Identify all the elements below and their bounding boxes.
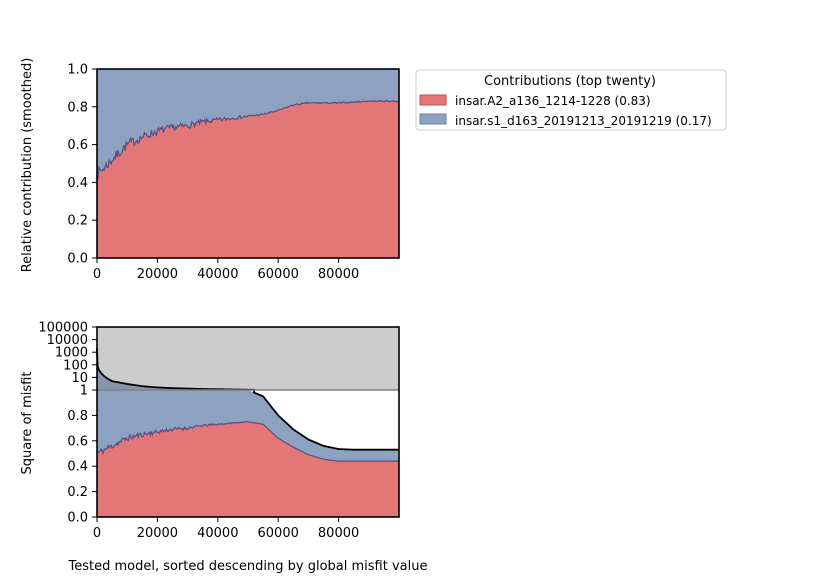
misfit-log-area xyxy=(97,348,255,390)
bottom-ytick-linear-label: 0.2 xyxy=(67,485,88,500)
bottom-ytick-linear-label: 0.6 xyxy=(67,434,88,449)
misfit-series-boundary xyxy=(96,421,399,462)
bottom-axes-frame xyxy=(96,326,400,518)
bottom-ytick-log-label: 10 xyxy=(71,371,88,386)
bottom-ytick-log-label: 1 xyxy=(80,384,88,399)
top-axes: 0 20000 40000 60000 80000 0.0 0.2 0.4 0.6 0.8 1.0 xyxy=(67,63,400,282)
top-ytick-label: 0.4 xyxy=(67,176,88,191)
bottom-xtick-label: 60000 xyxy=(258,526,299,541)
area-series-1 xyxy=(97,100,399,258)
bottom-xtick-label: 0 xyxy=(93,526,101,541)
bottom-xlabel: Tested model, sorted descending by globa… xyxy=(67,559,427,574)
bottom-ytick-linear-label: 0.8 xyxy=(67,409,88,424)
legend-item-series-1: insar.A2_a136_1214-1228 (0.83) xyxy=(455,94,651,108)
bottom-ytick-log-label: 10000 xyxy=(47,333,88,348)
legend-title: Contributions (top twenty) xyxy=(484,74,656,89)
top-xtick-label: 60000 xyxy=(258,267,299,282)
legend: Contributions (top twenty) insar.A2_a136… xyxy=(415,69,727,131)
top-ytick-label: 0.2 xyxy=(67,214,88,229)
top-xtick-label: 80000 xyxy=(318,267,359,282)
misfit-area-series-1 xyxy=(97,421,399,517)
top-ytick-label: 0.8 xyxy=(67,100,88,115)
legend-swatch-series-2 xyxy=(419,113,447,125)
bottom-ytick-log-label: 100 xyxy=(63,358,88,373)
top-plot-area xyxy=(96,69,400,258)
bottom-xtick-label: 20000 xyxy=(137,526,178,541)
bottom-plot-area xyxy=(96,327,399,517)
bottom-ylabel: Square of misfit xyxy=(20,372,35,475)
bottom-ytick-linear-label: 0.0 xyxy=(67,511,88,526)
bottom-ytick-log-label: 100000 xyxy=(38,321,88,336)
legend-item-series-2: insar.s1_d163_20191213_20191219 (0.17) xyxy=(455,114,712,128)
bottom-xtick-label: 40000 xyxy=(197,526,238,541)
top-ylabel: Relative contribution (smoothed) xyxy=(20,58,35,273)
top-axes-frame xyxy=(96,68,400,259)
top-xtick-label: 40000 xyxy=(197,267,238,282)
top-panel: 0 20000 40000 60000 800000.00.20.40.60.81.0 … xyxy=(20,58,400,282)
top-xtick-label: 0 xyxy=(93,267,101,282)
bottom-panel: 0 20000 40000 60000 80000 1101001000100001000… xyxy=(20,321,428,575)
legend-frame xyxy=(415,69,727,131)
bottom-ytick-linear-label: 0.4 xyxy=(67,460,88,475)
top-ytick-label: 1.0 xyxy=(67,63,88,78)
misfit-log-region xyxy=(97,327,399,390)
global-misfit-curve xyxy=(96,348,399,451)
series-boundary-line xyxy=(96,99,400,181)
top-ytick-label: 0.0 xyxy=(67,252,88,267)
bottom-ytick-log-label: 1000 xyxy=(55,346,88,361)
bottom-xtick-label: 80000 xyxy=(318,526,359,541)
top-ytick-label: 0.6 xyxy=(67,138,88,153)
top-xtick-label: 20000 xyxy=(137,267,178,282)
legend-swatch-series-1 xyxy=(419,94,447,106)
bottom-axes: 0 20000 40000 60000 80000 1101001000100001000… xyxy=(38,321,400,541)
